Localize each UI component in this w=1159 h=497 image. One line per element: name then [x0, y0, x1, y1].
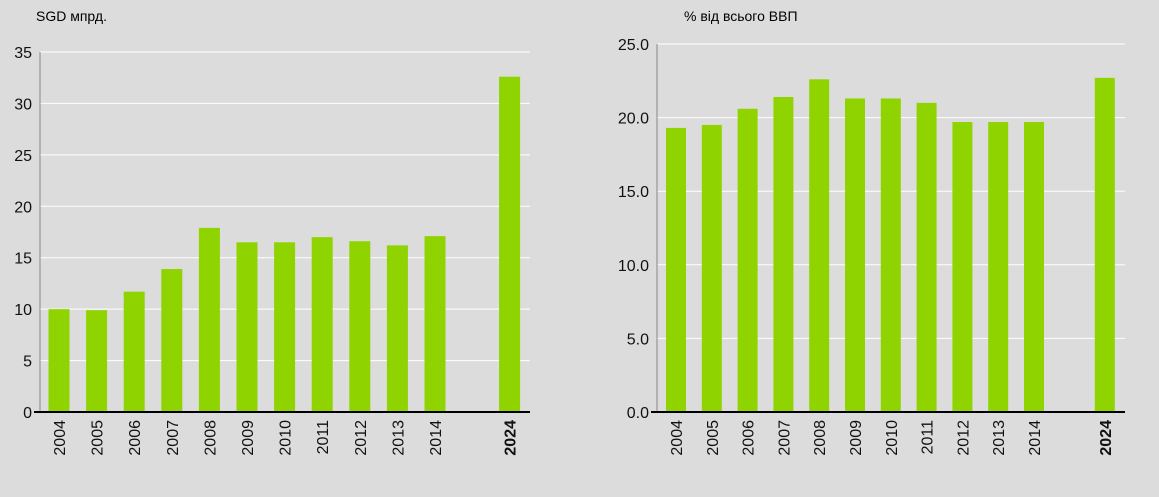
x-tick-label: 2006: [741, 420, 758, 456]
bar-2006: [123, 291, 145, 412]
bar-2005: [701, 124, 722, 413]
y-tick-label: 25.0: [618, 37, 649, 54]
bar-2012: [349, 241, 371, 412]
bar-2005: [86, 310, 108, 412]
x-tick-label: 2008: [202, 420, 219, 456]
x-tick-label: 2009: [240, 420, 257, 456]
x-tick-label: 2005: [90, 420, 107, 456]
y-tick-label: 0.0: [627, 405, 649, 422]
x-tick-label: 2008: [812, 420, 829, 456]
bar-2012: [952, 122, 973, 413]
y-tick-label: 35: [14, 45, 32, 62]
bar-2013: [386, 245, 408, 412]
bar-chart-svg: 0.0 5.0 10.0 15.0 20.0 25.0 2004 2005 2006 2007 20…: [618, 37, 1125, 456]
x-tick-label: 2007: [165, 420, 182, 456]
bar-2007: [773, 96, 794, 412]
bar-2013: [988, 122, 1009, 413]
bar-2004: [48, 309, 70, 412]
y-tick-label: 5.0: [627, 331, 649, 348]
bar-2007: [161, 269, 183, 412]
bar-2011: [916, 102, 937, 412]
x-tick-label: 2013: [991, 420, 1008, 456]
x-tick-label: 2013: [390, 420, 407, 456]
y-tick-label: 25: [14, 148, 32, 165]
bar-2014: [1024, 122, 1044, 413]
x-tick-label: 2004: [669, 420, 686, 456]
x-tick-label: 2014: [1027, 420, 1044, 456]
bar-chart-svg: 0 5 10 15 20 25 30 35 2004 2005 2006 2007 2008 2009 20…: [14, 45, 530, 456]
bar-2006: [737, 108, 758, 412]
x-tick-label: 2010: [278, 420, 295, 456]
x-tick-label: 2024: [503, 420, 520, 456]
chart-unit-label: SGD мпрд.: [36, 8, 107, 24]
x-tick-label: 2011: [315, 420, 332, 455]
x-tick-label: 2005: [705, 420, 722, 456]
y-tick-label: 30: [14, 96, 32, 113]
y-tick-label: 10: [14, 302, 32, 319]
bar-2009: [236, 242, 258, 412]
bar-2014: [424, 236, 446, 412]
x-tick-label: 2007: [776, 420, 793, 456]
bar-2008: [198, 227, 220, 412]
chart-gdp-percent: % від всього ВВП 0.0 5.0 10.0 15.0 20.0 25.0 2…: [580, 0, 1159, 492]
y-tick-label: 5: [23, 354, 32, 371]
bar-2010: [880, 98, 901, 413]
bar-2024: [499, 76, 521, 412]
bar-2011: [311, 237, 333, 412]
y-tick-label: 20.0: [618, 111, 649, 128]
bar-2008: [809, 79, 830, 412]
bar-2010: [274, 242, 296, 412]
x-tick-label: 2004: [52, 420, 69, 456]
chart-unit-label: % від всього ВВП: [684, 8, 798, 24]
y-tick-label: 20: [14, 199, 32, 216]
y-tick-label: 0: [23, 405, 32, 422]
y-tick-label: 15.0: [618, 184, 649, 201]
x-tick-label: 2012: [955, 420, 972, 456]
x-tick-label: 2024: [1098, 420, 1115, 456]
y-tick-label: 15: [14, 251, 32, 268]
bar-2004: [666, 127, 686, 413]
chart-sgd-billion: SGD мпрд. 0 5 10 15 20 25 30 35 2004 2005 2006 2007…: [0, 0, 580, 492]
bar-2009: [845, 98, 865, 413]
x-tick-label: 2014: [428, 420, 445, 456]
x-tick-label: 2006: [127, 420, 144, 456]
x-tick-label: 2012: [353, 420, 370, 456]
x-tick-label: 2010: [884, 420, 901, 456]
x-tick-label: 2011: [920, 420, 937, 455]
bar-2024: [1094, 77, 1115, 412]
x-tick-label: 2009: [848, 420, 865, 456]
y-tick-label: 10.0: [618, 258, 649, 275]
